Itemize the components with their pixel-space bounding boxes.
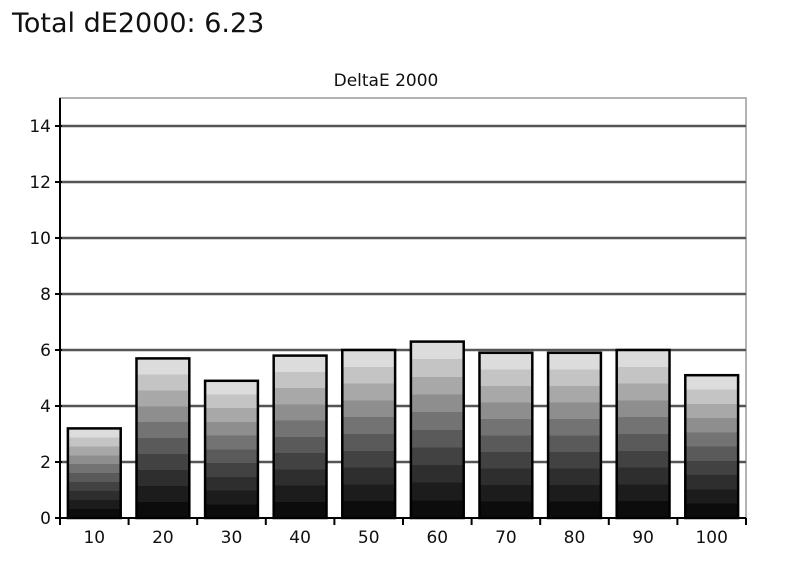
y-tick-label: 2 [40, 453, 51, 473]
bar-20 [135, 357, 191, 520]
x-tick-label: 40 [289, 528, 311, 548]
x-tick-label: 20 [152, 528, 174, 548]
y-tick-label: 4 [40, 397, 51, 417]
x-tick-label: 30 [221, 528, 243, 548]
bar-30 [203, 379, 260, 520]
y-tick-label: 0 [40, 509, 51, 529]
y-tick-label: 12 [29, 173, 51, 193]
bar-90 [615, 348, 671, 520]
bar-60 [409, 340, 465, 520]
page-title: Total dE2000: 6.23 [12, 8, 265, 39]
bar-70 [478, 351, 534, 520]
x-tick-label: 100 [695, 528, 727, 548]
x-tick-label: 80 [564, 528, 586, 548]
y-tick-label: 8 [40, 285, 51, 305]
x-tick-label: 60 [426, 528, 448, 548]
bar-40 [272, 354, 328, 520]
chart-title: DeltaE 2000 [334, 71, 439, 91]
bar-80 [546, 351, 603, 520]
y-tick-label: 10 [29, 229, 51, 249]
axes: 0 2 4 6 8 10 12 14 10 20 30 40 50 60 70 80 90 100 [29, 98, 747, 548]
bar-100 [684, 373, 740, 520]
x-tick-label: 10 [83, 528, 105, 548]
y-tick-label: 14 [29, 117, 51, 137]
y-tick-label: 6 [40, 341, 51, 361]
x-tick-label: 50 [358, 528, 380, 548]
x-tick-label: 90 [632, 528, 654, 548]
bar-10 [66, 427, 122, 520]
x-tick-label: 70 [495, 528, 517, 548]
bar-50 [341, 348, 397, 520]
